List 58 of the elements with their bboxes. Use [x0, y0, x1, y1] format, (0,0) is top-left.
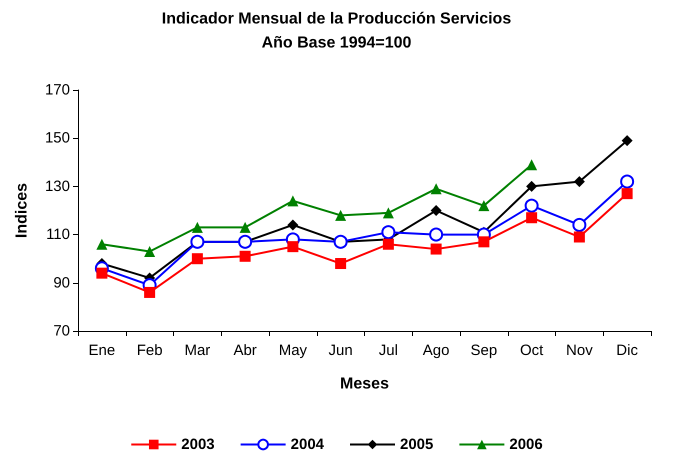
- x-tick-label: Oct: [520, 342, 544, 359]
- point: [622, 188, 633, 200]
- point: [524, 198, 539, 213]
- chart-subtitle: Año Base 1994=100: [262, 34, 412, 52]
- x-tick-label: Abr: [233, 342, 257, 359]
- point: [287, 195, 298, 206]
- x-tick-label: Ene: [88, 342, 116, 359]
- legend-label: 2003: [181, 436, 215, 453]
- point: [382, 238, 394, 250]
- point: [287, 241, 298, 252]
- point: [574, 232, 585, 243]
- point: [430, 183, 442, 194]
- legend-label: 2006: [509, 436, 543, 453]
- x-tick-label: Feb: [136, 342, 163, 359]
- point: [96, 268, 108, 279]
- point: [574, 176, 585, 188]
- x-axis-title: Meses: [340, 376, 390, 392]
- point: [526, 159, 538, 170]
- x-tick-label: Jun: [328, 342, 353, 359]
- x-tick-label: Ago: [422, 342, 450, 359]
- point: [144, 286, 156, 298]
- y-tick-label: 150: [44, 130, 70, 147]
- point: [240, 250, 251, 262]
- point: [192, 253, 203, 264]
- point: [335, 258, 346, 270]
- legend-label: 2004: [290, 436, 325, 453]
- point: [430, 244, 442, 255]
- point: [526, 212, 538, 224]
- point: [192, 222, 203, 233]
- point: [526, 180, 538, 192]
- point: [335, 210, 346, 221]
- point: [240, 222, 251, 233]
- y-tick-label: 110: [46, 226, 70, 244]
- point: [382, 207, 394, 218]
- point: [478, 200, 490, 212]
- x-tick-label: Sep: [470, 342, 498, 359]
- legend-label: 2005: [400, 436, 434, 453]
- y-tick-label: 90: [53, 274, 70, 292]
- point: [622, 135, 633, 146]
- point: [381, 225, 396, 240]
- y-axis-title: Indices: [14, 182, 30, 238]
- point: [287, 219, 298, 230]
- point: [478, 236, 490, 248]
- point: [144, 246, 156, 257]
- x-tick-label: Jul: [378, 342, 398, 359]
- x-tick-label: Mar: [184, 342, 210, 359]
- point: [96, 238, 108, 250]
- x-tick-label: Dic: [616, 342, 638, 359]
- y-tick-label: 130: [44, 178, 70, 195]
- chart-title: Indicador Mensual de la Producción Servicios: [162, 10, 512, 28]
- x-tick-label: Nov: [566, 342, 594, 359]
- x-tick-label: May: [278, 342, 308, 359]
- y-tick-label: 70: [53, 322, 70, 340]
- point: [430, 205, 442, 216]
- point: [572, 218, 586, 232]
- y-tick-label: 170: [44, 82, 70, 98]
- point: [429, 228, 444, 242]
- point: [620, 174, 634, 189]
